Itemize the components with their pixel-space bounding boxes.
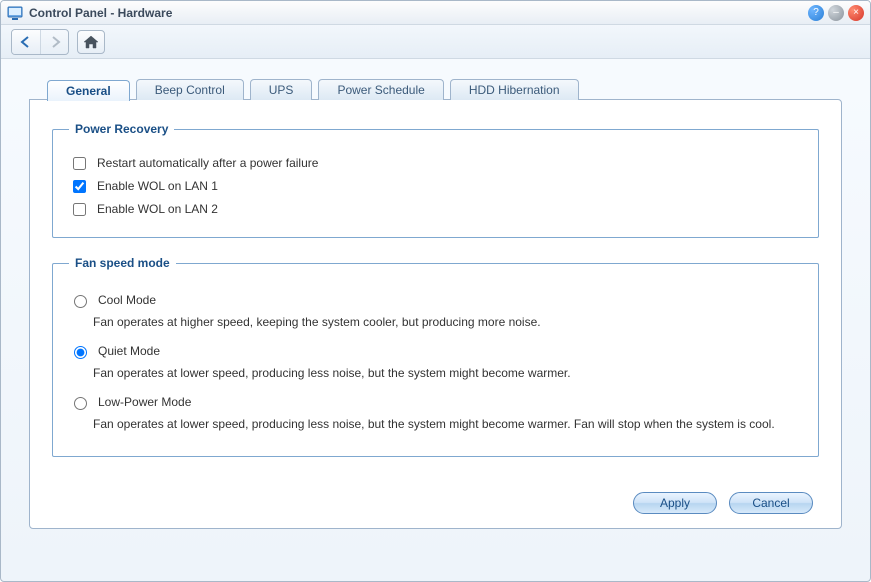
- tab-beep-control[interactable]: Beep Control: [136, 79, 244, 100]
- close-icon[interactable]: ×: [848, 5, 864, 21]
- radio-label: Low-Power Mode: [98, 395, 191, 409]
- window: Control Panel - Hardware ? – × General Be…: [0, 0, 871, 582]
- tab-general[interactable]: General: [47, 80, 130, 101]
- power-recovery-option: Enable WOL on LAN 1: [69, 179, 802, 196]
- tab-power-schedule[interactable]: Power Schedule: [318, 79, 443, 100]
- home-button[interactable]: [77, 30, 105, 54]
- minimize-icon[interactable]: –: [828, 5, 844, 21]
- fieldset-fan-speed: Fan speed mode Cool Mode Fan operates at …: [52, 256, 819, 457]
- radio-label: Quiet Mode: [98, 344, 160, 358]
- tab-panel-general: Power Recovery Restart automatically aft…: [29, 99, 842, 529]
- radio-label: Cool Mode: [98, 293, 156, 307]
- titlebar: Control Panel - Hardware ? – ×: [1, 1, 870, 25]
- apply-button[interactable]: Apply: [633, 492, 717, 514]
- fan-mode-option: Low-Power Mode Fan operates at lower spee…: [69, 394, 802, 433]
- fan-mode-option: Quiet Mode Fan operates at lower speed, p…: [69, 343, 802, 382]
- window-controls: ? – ×: [808, 5, 864, 21]
- app-icon: [7, 5, 23, 21]
- radio-description: Fan operates at higher speed, keeping th…: [93, 314, 802, 331]
- cancel-button[interactable]: Cancel: [729, 492, 813, 514]
- checkbox-enable-wol-on-lan-1[interactable]: [73, 180, 86, 193]
- checkbox-label: Enable WOL on LAN 2: [97, 202, 218, 216]
- radio-description: Fan operates at lower speed, producing l…: [93, 365, 802, 382]
- radio-low-power-mode[interactable]: [74, 397, 87, 410]
- legend-fan-speed: Fan speed mode: [69, 256, 176, 270]
- window-title: Control Panel - Hardware: [29, 6, 808, 20]
- checkbox-enable-wol-on-lan-2[interactable]: [73, 203, 86, 216]
- checkbox-label: Enable WOL on LAN 1: [97, 179, 218, 193]
- footer-buttons: Apply Cancel: [633, 492, 813, 514]
- power-recovery-option: Restart automatically after a power fail…: [69, 156, 802, 173]
- radio-description: Fan operates at lower speed, producing l…: [93, 416, 802, 433]
- back-button[interactable]: [12, 30, 40, 54]
- radio-cool-mode[interactable]: [74, 295, 87, 308]
- power-recovery-option: Enable WOL on LAN 2: [69, 202, 802, 219]
- radio-quiet-mode[interactable]: [74, 346, 87, 359]
- checkbox-restart-automatically-after-a-power-failure[interactable]: [73, 157, 86, 170]
- fan-mode-option: Cool Mode Fan operates at higher speed, k…: [69, 292, 802, 331]
- fieldset-power-recovery: Power Recovery Restart automatically aft…: [52, 122, 819, 238]
- forward-button: [40, 30, 68, 54]
- legend-power-recovery: Power Recovery: [69, 122, 174, 136]
- tab-bar: General Beep Control UPSPower Schedule HDD …: [29, 79, 842, 100]
- tab-hdd-hibernation[interactable]: HDD Hibernation: [450, 79, 579, 100]
- toolbar: [1, 25, 870, 59]
- checkbox-label: Restart automatically after a power fail…: [97, 156, 318, 170]
- tab-ups[interactable]: UPS: [250, 79, 313, 100]
- nav-group: [11, 29, 69, 55]
- help-icon[interactable]: ?: [808, 5, 824, 21]
- content: General Beep Control UPSPower Schedule HDD …: [1, 61, 870, 581]
